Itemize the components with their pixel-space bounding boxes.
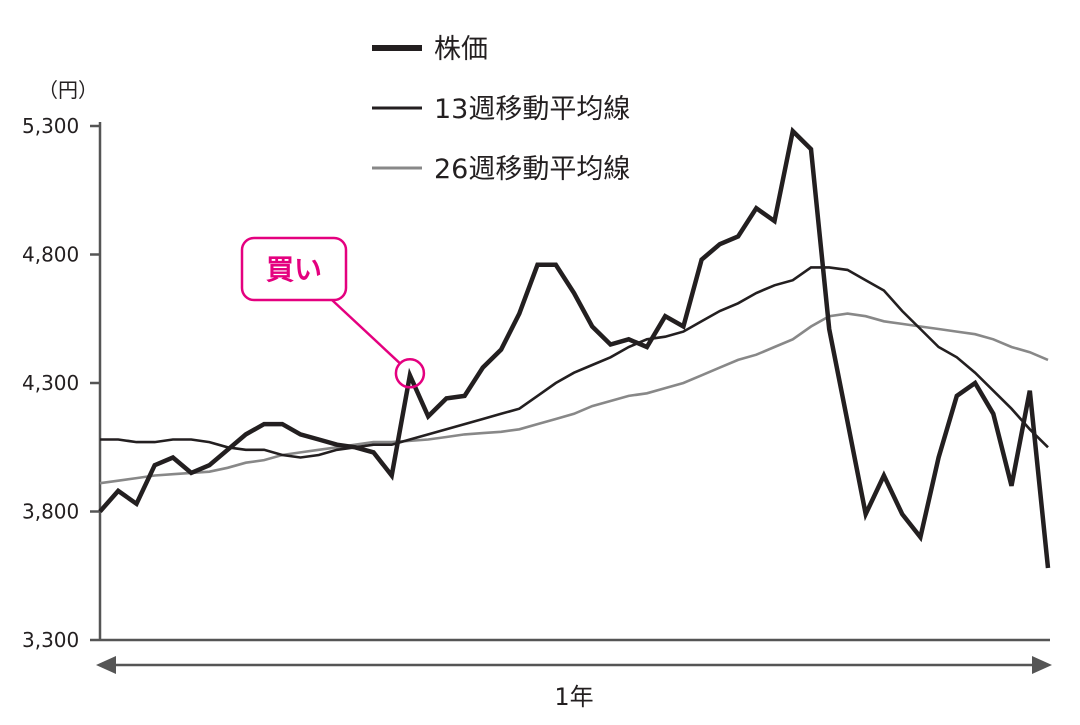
x-axis-label: 1年 <box>554 683 593 711</box>
series-line-1 <box>100 266 1049 459</box>
y-tick-label: 4,800 <box>22 243 79 267</box>
y-tick-label: 5,300 <box>22 114 79 138</box>
series-line-2 <box>99 312 1049 485</box>
legend: 株価 13週移動平均線 26週移動平均線 <box>372 34 630 185</box>
axes <box>98 122 1050 642</box>
y-tick-label: 3,300 <box>22 628 79 652</box>
x-range-arrow-left-icon <box>96 656 116 674</box>
y-tick-label: 3,800 <box>22 500 79 524</box>
buy-callout-label: 買い <box>266 253 322 286</box>
y-tick-labels: 3,300 3,800 4,300 4,800 5,300 <box>22 114 100 652</box>
y-unit-label: （円） <box>38 78 98 102</box>
x-range-indicator: 1年 <box>96 656 1052 711</box>
buy-callout-box <box>240 236 348 302</box>
buy-callout: 買い <box>240 236 426 389</box>
legend-label: 26週移動平均線 <box>434 154 630 185</box>
legend-label: 13週移動平均線 <box>434 94 630 125</box>
legend-label: 株価 <box>434 34 488 65</box>
buy-marker-circle <box>394 358 426 389</box>
y-tick-label: 4,300 <box>22 371 79 395</box>
x-range-arrow-right-icon <box>1032 656 1052 674</box>
series-line-0 <box>98 126 1051 569</box>
buy-callout-leader <box>331 299 401 365</box>
plot-area <box>98 126 1051 569</box>
